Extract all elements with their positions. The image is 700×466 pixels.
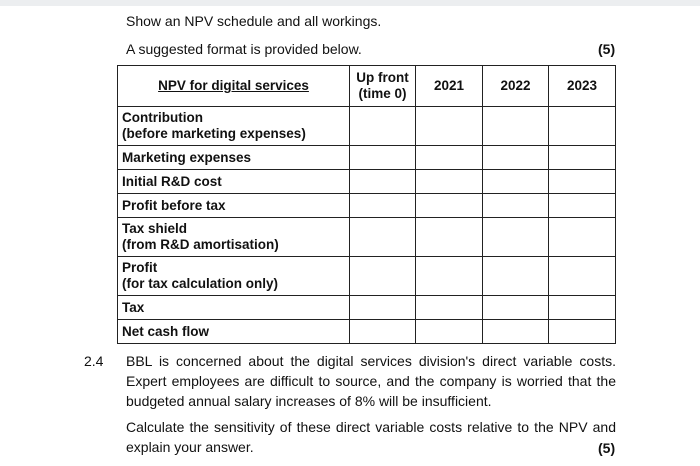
column-header-2022: 2022 xyxy=(482,65,549,107)
row-label: Tax shield (from R&D amortisation) xyxy=(117,217,350,257)
column-header-up-front: Up front (time 0) xyxy=(349,65,416,107)
instruction-schedule: Show an NPV schedule and all workings. xyxy=(126,13,382,29)
row-label: Initial R&D cost xyxy=(117,169,350,194)
table-row: Contribution (before marketing expenses) xyxy=(117,106,616,146)
table-cell xyxy=(482,295,549,320)
table-cell xyxy=(415,217,483,257)
table-row: Tax shield (from R&D amortisation) xyxy=(117,217,616,257)
row-label: Marketing expenses xyxy=(117,145,350,170)
table-cell xyxy=(548,295,616,320)
table-cell xyxy=(548,193,616,218)
table-cell xyxy=(482,106,549,146)
table-cell xyxy=(548,169,616,194)
question-paragraph-1: BBL is concerned about the digital servi… xyxy=(126,353,616,409)
table-cell xyxy=(482,217,549,257)
column-header-2021: 2021 xyxy=(415,65,483,107)
table-cell xyxy=(548,256,616,296)
question-marks-label: (5) xyxy=(598,440,616,456)
table-cell xyxy=(548,106,616,146)
table-cell xyxy=(349,106,416,146)
table-cell xyxy=(482,193,549,218)
top-strip xyxy=(0,0,700,6)
table-cell xyxy=(349,295,416,320)
table-cell xyxy=(349,193,416,218)
table-cell xyxy=(349,256,416,296)
table-cell xyxy=(548,319,616,344)
table-row: Initial R&D cost xyxy=(117,169,616,194)
table-cell xyxy=(482,169,549,194)
table-cell xyxy=(482,256,549,296)
table-cell xyxy=(415,295,483,320)
table-row: Profit (for tax calculation only) xyxy=(117,256,616,296)
table-cell xyxy=(349,145,416,170)
table-cell xyxy=(415,169,483,194)
table-cell xyxy=(548,217,616,257)
table-row: Profit before tax xyxy=(117,193,616,218)
row-label: Profit (for tax calculation only) xyxy=(117,256,350,296)
marks-label: (5) xyxy=(598,41,616,57)
table-cell xyxy=(415,256,483,296)
question-paragraph-2: Calculate the sensitivity of these direc… xyxy=(126,419,616,455)
table-cell xyxy=(349,169,416,194)
table-cell xyxy=(349,217,416,257)
question-number: 2.4 xyxy=(84,353,104,369)
table-row: Marketing expenses xyxy=(117,145,616,170)
table-cell xyxy=(415,193,483,218)
table-cell xyxy=(415,106,483,146)
table-cell xyxy=(415,319,483,344)
table-header-row: NPV for digital services Up front (time … xyxy=(117,65,616,107)
column-header-npv: NPV for digital services xyxy=(117,65,350,107)
row-label: Net cash flow xyxy=(117,319,350,344)
table-cell xyxy=(482,145,549,170)
table-cell xyxy=(349,319,416,344)
row-label: Tax xyxy=(117,295,350,320)
row-label: Profit before tax xyxy=(117,193,350,218)
table-cell xyxy=(482,319,549,344)
column-header-2023: 2023 xyxy=(548,65,616,107)
table-row: Net cash flow xyxy=(117,319,616,344)
table-row: Tax xyxy=(117,295,616,320)
row-label: Contribution (before marketing expenses) xyxy=(117,106,350,146)
table-cell xyxy=(415,145,483,170)
instruction-format: A suggested format is provided below. xyxy=(126,41,362,57)
npv-schedule-table: NPV for digital services Up front (time … xyxy=(117,65,616,344)
table-cell xyxy=(548,145,616,170)
